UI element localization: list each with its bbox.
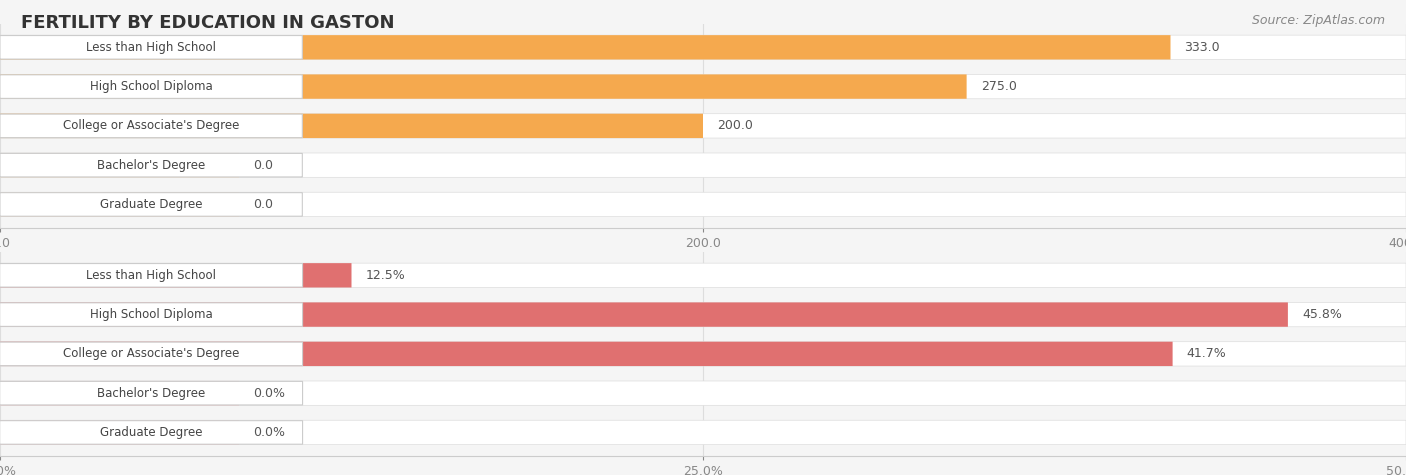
FancyBboxPatch shape — [0, 264, 302, 287]
Text: Graduate Degree: Graduate Degree — [100, 426, 202, 439]
Text: 0.0%: 0.0% — [253, 426, 285, 439]
FancyBboxPatch shape — [0, 381, 302, 405]
FancyBboxPatch shape — [0, 303, 1406, 327]
Text: Less than High School: Less than High School — [86, 269, 217, 282]
FancyBboxPatch shape — [0, 381, 1406, 405]
Text: 12.5%: 12.5% — [366, 269, 405, 282]
FancyBboxPatch shape — [0, 114, 703, 138]
FancyBboxPatch shape — [0, 263, 1406, 287]
FancyBboxPatch shape — [0, 421, 302, 444]
FancyBboxPatch shape — [0, 75, 967, 99]
Text: College or Associate's Degree: College or Associate's Degree — [63, 347, 239, 361]
Text: Source: ZipAtlas.com: Source: ZipAtlas.com — [1251, 14, 1385, 27]
Text: Bachelor's Degree: Bachelor's Degree — [97, 387, 205, 399]
FancyBboxPatch shape — [0, 153, 239, 177]
FancyBboxPatch shape — [0, 35, 1406, 59]
FancyBboxPatch shape — [0, 303, 1288, 327]
FancyBboxPatch shape — [0, 420, 1406, 445]
Text: College or Associate's Degree: College or Associate's Degree — [63, 119, 239, 133]
Text: High School Diploma: High School Diploma — [90, 308, 212, 321]
FancyBboxPatch shape — [0, 36, 302, 59]
Text: 333.0: 333.0 — [1185, 41, 1220, 54]
Text: 0.0: 0.0 — [253, 198, 273, 211]
FancyBboxPatch shape — [0, 114, 302, 138]
FancyBboxPatch shape — [0, 342, 302, 366]
FancyBboxPatch shape — [0, 153, 1406, 177]
FancyBboxPatch shape — [0, 192, 1406, 217]
Text: 275.0: 275.0 — [981, 80, 1017, 93]
Text: 0.0%: 0.0% — [253, 387, 285, 399]
FancyBboxPatch shape — [0, 420, 239, 445]
Text: 41.7%: 41.7% — [1187, 347, 1226, 361]
FancyBboxPatch shape — [0, 35, 1171, 59]
Text: 45.8%: 45.8% — [1302, 308, 1341, 321]
FancyBboxPatch shape — [0, 153, 302, 177]
FancyBboxPatch shape — [0, 342, 1173, 366]
FancyBboxPatch shape — [0, 381, 239, 405]
FancyBboxPatch shape — [0, 303, 302, 326]
FancyBboxPatch shape — [0, 75, 1406, 99]
Text: FERTILITY BY EDUCATION IN GASTON: FERTILITY BY EDUCATION IN GASTON — [21, 14, 395, 32]
FancyBboxPatch shape — [0, 114, 1406, 138]
FancyBboxPatch shape — [0, 193, 302, 216]
Text: 200.0: 200.0 — [717, 119, 754, 133]
Text: Bachelor's Degree: Bachelor's Degree — [97, 159, 205, 171]
FancyBboxPatch shape — [0, 75, 302, 98]
FancyBboxPatch shape — [0, 342, 1406, 366]
Text: 0.0: 0.0 — [253, 159, 273, 171]
Text: Graduate Degree: Graduate Degree — [100, 198, 202, 211]
FancyBboxPatch shape — [0, 192, 239, 217]
FancyBboxPatch shape — [0, 263, 352, 287]
Text: High School Diploma: High School Diploma — [90, 80, 212, 93]
Text: Less than High School: Less than High School — [86, 41, 217, 54]
